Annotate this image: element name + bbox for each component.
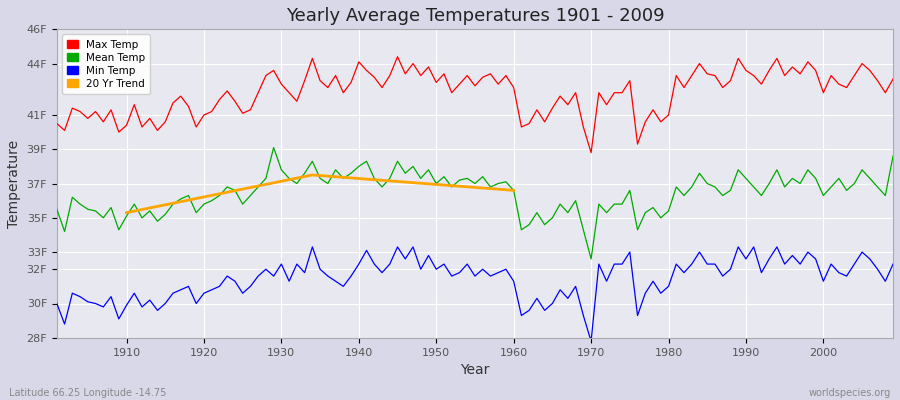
Legend: Max Temp, Mean Temp, Min Temp, 20 Yr Trend: Max Temp, Mean Temp, Min Temp, 20 Yr Tre… xyxy=(62,34,150,94)
Text: Latitude 66.25 Longitude -14.75: Latitude 66.25 Longitude -14.75 xyxy=(9,388,166,398)
Text: worldspecies.org: worldspecies.org xyxy=(809,388,891,398)
Y-axis label: Temperature: Temperature xyxy=(7,140,21,228)
X-axis label: Year: Year xyxy=(460,363,490,377)
Title: Yearly Average Temperatures 1901 - 2009: Yearly Average Temperatures 1901 - 2009 xyxy=(285,7,664,25)
